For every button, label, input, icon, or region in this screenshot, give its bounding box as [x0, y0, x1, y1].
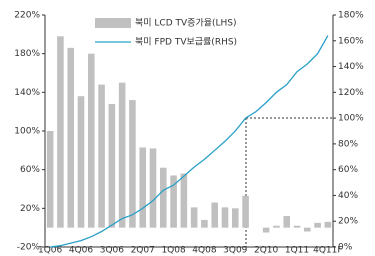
y2-tick-label: 80%	[338, 139, 358, 149]
bar	[77, 96, 85, 228]
bar	[67, 47, 75, 228]
y-tick-label: 140%	[14, 88, 40, 98]
x-tick-label: 4Q06	[69, 246, 94, 256]
x-tick-label: 1Q11	[285, 246, 309, 256]
legend-label: 북미 FPD TV보급률(RHS)	[135, 37, 237, 48]
bar	[149, 148, 157, 228]
bar	[242, 195, 249, 228]
bar	[46, 131, 54, 228]
bar	[283, 216, 291, 228]
y2-tick-label: 0%	[338, 243, 353, 253]
x-tick-label: 3Q06	[100, 246, 125, 256]
bar	[87, 53, 95, 228]
y-tick-label: 220%	[14, 11, 40, 21]
bar	[201, 219, 208, 228]
legend-label: 북미 LCD TV증가율(LHS)	[135, 18, 237, 29]
bar	[170, 175, 177, 228]
bar	[273, 225, 280, 228]
y2-tick-label: 140%	[338, 62, 364, 72]
line	[50, 35, 329, 248]
bar	[324, 221, 332, 228]
x-tick-label: 1Q08	[161, 246, 186, 256]
bar	[108, 103, 116, 228]
y2-tick-label: 120%	[338, 88, 364, 98]
y-tick-label: 180%	[14, 49, 40, 59]
y2-tick-label: 20%	[338, 217, 358, 227]
legend: 북미 LCD TV증가율(LHS) 북미 FPD TV보급률(RHS)	[95, 18, 237, 48]
bar	[180, 173, 188, 228]
x-tick-label: 2Q10	[254, 246, 279, 256]
bar	[231, 208, 239, 228]
x-tick-label: 1Q06	[38, 246, 63, 256]
x-tick-label: 4Q08	[192, 246, 217, 256]
y2-tick-label: 100%	[338, 114, 364, 124]
y2-tick-label: 60%	[338, 165, 358, 175]
bar	[314, 222, 321, 228]
bar	[129, 100, 136, 228]
bar	[118, 82, 126, 228]
x-tick-label: 4Q11F	[313, 246, 342, 256]
y2-tick-label: 180%	[338, 11, 364, 21]
bar	[211, 202, 219, 228]
y-tick-label: -20%	[17, 243, 41, 253]
bar	[221, 207, 229, 228]
bar	[57, 36, 64, 228]
y2-tick-label: 40%	[338, 191, 358, 201]
legend-swatch	[95, 18, 131, 28]
y-tick-label: 100%	[14, 127, 40, 137]
bar	[190, 207, 198, 228]
bar	[139, 147, 147, 228]
y-tick-label: 60%	[20, 165, 40, 175]
x-tick-label: 2Q07	[131, 246, 155, 256]
bar	[303, 227, 311, 232]
y2-tick-label: 160%	[338, 36, 364, 46]
bar	[262, 227, 270, 233]
bar	[98, 84, 105, 228]
x-tick-label: 3Q09	[223, 246, 248, 256]
y-tick-label: 20%	[20, 204, 40, 214]
bar	[293, 225, 301, 228]
bar	[159, 167, 167, 228]
